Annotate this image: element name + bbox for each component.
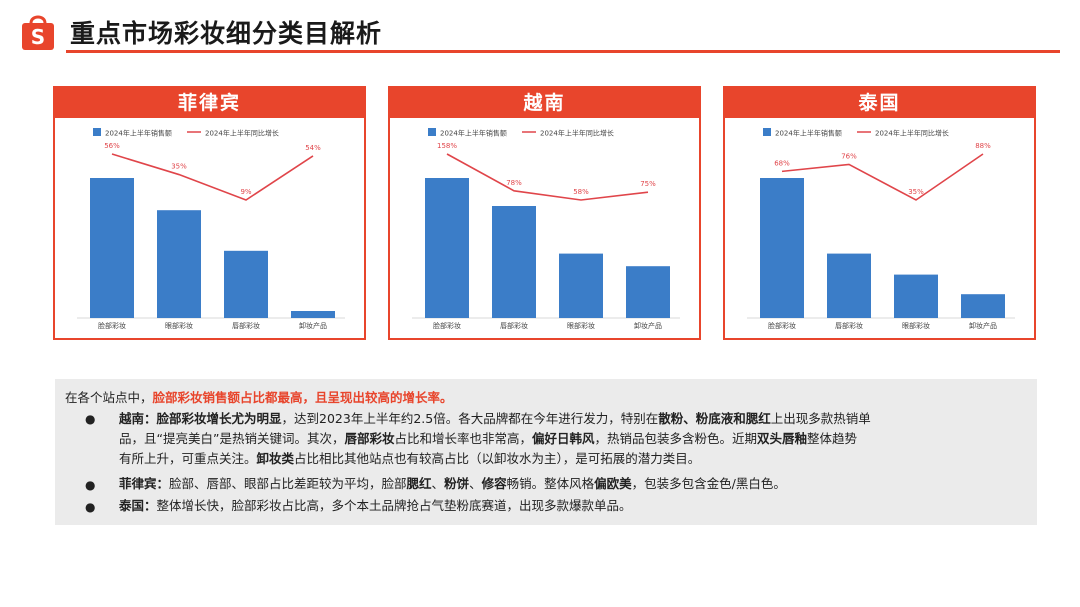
bullet-dot: ● xyxy=(85,478,96,492)
legend-bar-label: 2024年上半年销售额 xyxy=(775,129,842,138)
growth-line xyxy=(111,153,314,201)
x-tick-label: 脸部彩妆 xyxy=(768,321,796,330)
x-tick-label: 卸妆产品 xyxy=(299,321,327,330)
bar xyxy=(90,178,134,318)
summary-vietnam-line1: 越南：脸部彩妆增长尤为明显，达到2023年上半年约2.5倍。各大品牌都在今年进行… xyxy=(119,411,871,426)
summary-box: 在各个站点中，脸部彩妆销售额占比都最高，且呈现出较高的增长率。 ● 越南：脸部彩… xyxy=(55,379,1037,525)
bar xyxy=(291,311,335,318)
x-tick-label: 卸妆产品 xyxy=(634,321,662,330)
bar xyxy=(492,206,536,318)
legend-line-label: 2024年上半年同比增长 xyxy=(875,129,949,138)
growth-data-label: 158% xyxy=(437,142,457,150)
summary-intro: 在各个站点中，脸部彩妆销售额占比都最高，且呈现出较高的增长率。 xyxy=(65,390,453,405)
growth-data-label: 9% xyxy=(240,188,251,196)
growth-data-label: 35% xyxy=(908,188,924,196)
legend-bar-label: 2024年上半年销售额 xyxy=(440,129,507,138)
page-title: 重点市场彩妆细分类目解析 xyxy=(70,19,383,48)
growth-data-label: 54% xyxy=(305,144,321,152)
x-tick-label: 眼部彩妆 xyxy=(567,321,595,330)
x-tick-label: 唇部彩妆 xyxy=(500,321,528,330)
growth-data-label: 56% xyxy=(104,142,120,150)
summary-vietnam-line2: 品，且“提亮美白”是热销关键词。其次，唇部彩妆占比和增长率也非常高，偏好日韩风，… xyxy=(119,431,858,446)
growth-line xyxy=(781,153,984,201)
x-tick-label: 卸妆产品 xyxy=(969,321,997,330)
bar xyxy=(224,250,268,318)
bullet-dot: ● xyxy=(85,500,96,514)
legend-line-label: 2024年上半年同比增长 xyxy=(205,129,279,138)
legend-bar-label: 2024年上半年销售额 xyxy=(105,129,172,138)
x-tick-label: 唇部彩妆 xyxy=(835,321,863,330)
growth-data-label: 76% xyxy=(841,152,857,160)
chart-panel-vietnam: 越南 2024年上半年销售额 2024年上半年同比增长脸部彩妆 唇部彩妆 眼部彩妆 卸妆… xyxy=(388,86,701,340)
bar xyxy=(626,266,670,318)
x-tick-label: 脸部彩妆 xyxy=(98,321,126,330)
panel-title-philippines: 菲律宾 xyxy=(55,88,364,118)
legend-bar-swatch xyxy=(428,128,436,136)
bar xyxy=(894,274,938,318)
bullet-dot: ● xyxy=(85,412,96,426)
growth-data-label: 58% xyxy=(573,188,589,196)
growth-data-label: 75% xyxy=(640,180,656,188)
panel-title-vietnam: 越南 xyxy=(390,88,699,118)
x-tick-label: 脸部彩妆 xyxy=(433,321,461,330)
x-tick-label: 唇部彩妆 xyxy=(232,321,260,330)
growth-data-label: 88% xyxy=(975,142,991,150)
bar xyxy=(760,178,804,318)
growth-data-label: 78% xyxy=(506,179,522,187)
x-tick-label: 眼部彩妆 xyxy=(165,321,193,330)
legend-bar-swatch xyxy=(93,128,101,136)
growth-data-label: 35% xyxy=(171,163,187,171)
title-divider xyxy=(66,50,1060,53)
bar xyxy=(157,210,201,318)
growth-data-label: 68% xyxy=(774,159,790,167)
shopee-logo-icon: S xyxy=(20,12,56,52)
summary-philippines: 菲律宾：脸部、唇部、眼部占比差距较为平均，脸部腮红、粉饼、修容畅销。整体风格偏欧… xyxy=(119,476,786,491)
svg-text:S: S xyxy=(31,25,45,49)
bar xyxy=(827,253,871,318)
chart-panel-philippines: 菲律宾 2024年上半年销售额 2024年上半年同比增长脸部彩妆 眼部彩妆 唇部彩妆 卸… xyxy=(53,86,366,340)
bar xyxy=(559,253,603,318)
legend-line-label: 2024年上半年同比增长 xyxy=(540,129,614,138)
legend-bar-swatch xyxy=(763,128,771,136)
growth-line xyxy=(446,153,649,201)
summary-vietnam-line3: 有所上升，可重点关注。卸妆类占比相比其他站点也有较高占比（以卸妆水为主），是可拓… xyxy=(119,451,701,466)
chart-panel-thailand: 泰国 2024年上半年销售额 2024年上半年同比增长脸部彩妆 唇部彩妆 眼部彩妆 卸妆… xyxy=(723,86,1036,340)
bar xyxy=(961,294,1005,318)
panel-title-thailand: 泰国 xyxy=(725,88,1034,118)
summary-thailand: 泰国：整体增长快，脸部彩妆占比高，多个本土品牌抢占气垫粉底赛道，出现多款爆款单品… xyxy=(119,498,632,513)
x-tick-label: 眼部彩妆 xyxy=(902,321,930,330)
bar xyxy=(425,178,469,318)
